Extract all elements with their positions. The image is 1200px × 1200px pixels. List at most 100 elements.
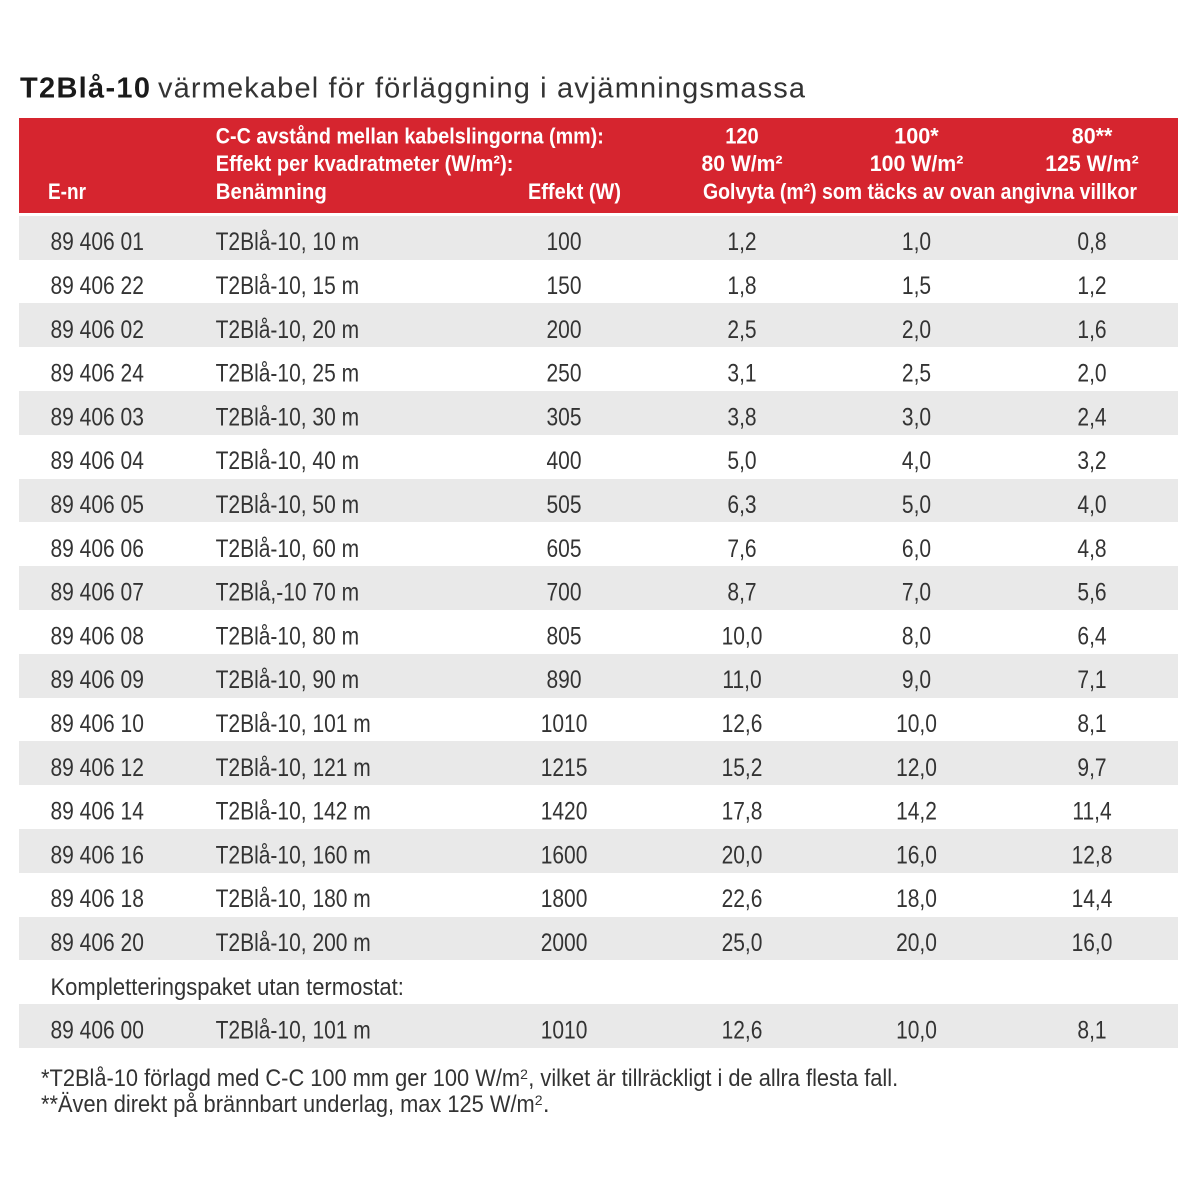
svg-text:150: 150 (547, 272, 582, 300)
svg-text:89 406 12: 89 406 12 (51, 754, 144, 782)
svg-text:89 406 09: 89 406 09 (51, 666, 144, 694)
svg-text:3,0: 3,0 (902, 403, 931, 431)
svg-text:20,0: 20,0 (722, 841, 763, 869)
svg-text:T2Blå-10, 121 m: T2Blå-10, 121 m (216, 754, 371, 782)
svg-text:C-C avstånd mellan kabelslingo: C-C avstånd mellan kabelslingorna (mm): (216, 124, 604, 149)
svg-text:89 406 01: 89 406 01 (51, 228, 144, 256)
svg-text:25,0: 25,0 (722, 929, 763, 957)
svg-text:89 406 02: 89 406 02 (51, 316, 144, 344)
svg-text:Benämning: Benämning (216, 179, 327, 204)
svg-text:T2Blå-10, 101 m: T2Blå-10, 101 m (216, 1017, 371, 1045)
svg-text:805: 805 (547, 622, 582, 650)
svg-text:*T2Blå-10 förlagd med C-C 100: *T2Blå-10 förlagd med C-C 100 mm ger 100… (41, 1065, 520, 1092)
svg-text:400: 400 (547, 447, 582, 475)
svg-text:2: 2 (535, 1092, 543, 1108)
svg-text:89 406 16: 89 406 16 (51, 841, 144, 869)
svg-text:T2Blå-10, 80 m: T2Blå-10, 80 m (216, 622, 360, 650)
svg-text:T2Blå-10, 142 m: T2Blå-10, 142 m (216, 798, 371, 826)
svg-text:1,0: 1,0 (902, 228, 931, 256)
svg-text:Golvyta (m²) som täcks av ovan: Golvyta (m²) som täcks av ovan angivna v… (703, 179, 1137, 204)
svg-text:1010: 1010 (541, 1017, 588, 1045)
svg-text:1420: 1420 (541, 798, 588, 826)
svg-text:505: 505 (547, 491, 582, 519)
svg-text:10,0: 10,0 (896, 710, 937, 738)
svg-text:9,0: 9,0 (902, 666, 931, 694)
svg-text:89 406 14: 89 406 14 (51, 798, 144, 826)
svg-text:1,5: 1,5 (902, 272, 931, 300)
svg-text:2: 2 (520, 1066, 528, 1082)
svg-text:89 406 18: 89 406 18 (51, 885, 144, 913)
svg-text:T2Blå-10, 200 m: T2Blå-10, 200 m (216, 929, 371, 957)
svg-text:T2Blå-10, 40 m: T2Blå-10, 40 m (216, 447, 360, 475)
svg-text:1600: 1600 (541, 841, 588, 869)
svg-text:2,4: 2,4 (1077, 403, 1106, 431)
svg-text:Effekt per kvadratmeter (W/m²): Effekt per kvadratmeter (W/m²): (216, 151, 514, 176)
svg-text:89 406 20: 89 406 20 (51, 929, 144, 957)
svg-text:15,2: 15,2 (722, 754, 763, 782)
svg-text:1,6: 1,6 (1077, 316, 1106, 344)
svg-text:250: 250 (547, 360, 582, 388)
svg-text:0,8: 0,8 (1077, 228, 1106, 256)
svg-text:89 406 03: 89 406 03 (51, 403, 144, 431)
svg-text:3,8: 3,8 (727, 403, 756, 431)
svg-text:T2Blå-10, 50 m: T2Blå-10, 50 m (216, 491, 360, 519)
svg-text:T2Blå-10, 15 m: T2Blå-10, 15 m (216, 272, 360, 300)
svg-text:1010: 1010 (541, 710, 588, 738)
svg-text:T2Blå-10, 60 m: T2Blå-10, 60 m (216, 535, 360, 563)
svg-text:4,0: 4,0 (1077, 491, 1106, 519)
svg-text:8,0: 8,0 (902, 622, 931, 650)
svg-text:7,6: 7,6 (727, 535, 756, 563)
svg-text:100 W/m²: 100 W/m² (870, 151, 964, 176)
svg-text:2,0: 2,0 (1077, 360, 1106, 388)
svg-text:11,0: 11,0 (722, 666, 761, 694)
svg-text:17,8: 17,8 (722, 798, 763, 826)
svg-text:, vilket är tillräckligt i de: , vilket är tillräckligt i de allra fles… (528, 1065, 898, 1092)
svg-text:12,8: 12,8 (1072, 841, 1113, 869)
svg-text:89 406 00: 89 406 00 (51, 1017, 144, 1045)
svg-text:T2Blå-10, 20 m: T2Blå-10, 20 m (216, 316, 360, 344)
svg-text:T2Blå-10, 180 m: T2Blå-10, 180 m (216, 885, 371, 913)
svg-text:890: 890 (547, 666, 582, 694)
svg-text:14,4: 14,4 (1072, 885, 1113, 913)
svg-text:1800: 1800 (541, 885, 588, 913)
svg-text:605: 605 (547, 535, 582, 563)
svg-text:6,0: 6,0 (902, 535, 931, 563)
svg-text:T2Blå-10, 25 m: T2Blå-10, 25 m (216, 360, 360, 388)
svg-text:T2Blå-10: T2Blå-10 (20, 73, 150, 105)
svg-text:12,6: 12,6 (722, 1017, 763, 1045)
svg-text:T2Blå-10, 90 m: T2Blå-10, 90 m (216, 666, 360, 694)
svg-text:värmekabel för förläggning i a: värmekabel för förläggning i avjämningsm… (158, 73, 806, 105)
svg-text:20,0: 20,0 (896, 929, 937, 957)
svg-text:Effekt (W): Effekt (W) (528, 179, 621, 204)
svg-text:.: . (543, 1091, 550, 1118)
svg-text:89 406 10: 89 406 10 (51, 710, 144, 738)
svg-text:16,0: 16,0 (896, 841, 937, 869)
svg-text:E-nr: E-nr (48, 179, 86, 204)
svg-text:89 406 08: 89 406 08 (51, 622, 144, 650)
svg-text:T2Blå-10, 160 m: T2Blå-10, 160 m (216, 841, 371, 869)
svg-text:12,0: 12,0 (896, 754, 937, 782)
svg-text:9,7: 9,7 (1077, 754, 1106, 782)
svg-text:125 W/m²: 125 W/m² (1045, 151, 1139, 176)
svg-text:700: 700 (547, 579, 582, 607)
svg-text:80**: 80** (1072, 124, 1113, 149)
svg-text:2000: 2000 (541, 929, 588, 957)
svg-text:14,2: 14,2 (896, 798, 937, 826)
svg-text:6,3: 6,3 (727, 491, 756, 519)
svg-text:1215: 1215 (541, 754, 588, 782)
svg-text:7,1: 7,1 (1077, 666, 1106, 694)
svg-text:120: 120 (725, 124, 759, 149)
svg-text:100*: 100* (894, 124, 939, 149)
svg-text:200: 200 (547, 316, 582, 344)
svg-text:89 406 24: 89 406 24 (51, 360, 144, 388)
svg-text:305: 305 (547, 403, 582, 431)
svg-text:T2Blå-10, 30 m: T2Blå-10, 30 m (216, 403, 360, 431)
svg-text:Kompletteringspaket utan termo: Kompletteringspaket utan termostat: (51, 974, 404, 1001)
svg-text:5,0: 5,0 (902, 491, 931, 519)
svg-text:T2Blå,-10 70 m: T2Blå,-10 70 m (216, 579, 360, 607)
svg-text:2,5: 2,5 (902, 360, 931, 388)
svg-text:89 406 07: 89 406 07 (51, 579, 144, 607)
svg-text:2,5: 2,5 (727, 316, 756, 344)
svg-text:3,2: 3,2 (1077, 447, 1106, 475)
svg-text:10,0: 10,0 (722, 622, 763, 650)
